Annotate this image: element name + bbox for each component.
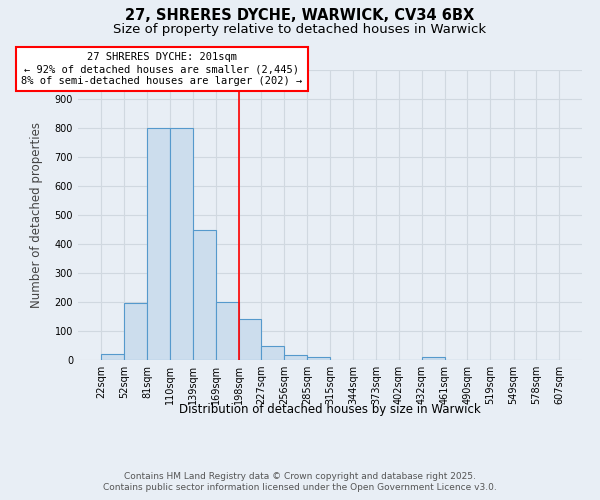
Bar	[193, 230, 216, 360]
Bar	[422, 357, 445, 360]
Bar	[101, 354, 124, 360]
Bar	[216, 302, 239, 360]
Text: Distribution of detached houses by size in Warwick: Distribution of detached houses by size …	[179, 402, 481, 415]
Bar	[307, 356, 331, 360]
Bar	[239, 320, 262, 360]
Bar	[284, 355, 307, 360]
Y-axis label: Number of detached properties: Number of detached properties	[30, 122, 43, 308]
Text: 27, SHRERES DYCHE, WARWICK, CV34 6BX: 27, SHRERES DYCHE, WARWICK, CV34 6BX	[125, 8, 475, 22]
Text: Contains HM Land Registry data © Crown copyright and database right 2025.
Contai: Contains HM Land Registry data © Crown c…	[103, 472, 497, 492]
Text: Size of property relative to detached houses in Warwick: Size of property relative to detached ho…	[113, 22, 487, 36]
Bar	[262, 346, 284, 360]
Bar	[147, 128, 170, 360]
Bar	[124, 304, 147, 360]
Bar	[170, 128, 193, 360]
Text: 27 SHRERES DYCHE: 201sqm
← 92% of detached houses are smaller (2,445)
8% of semi: 27 SHRERES DYCHE: 201sqm ← 92% of detach…	[22, 52, 302, 86]
